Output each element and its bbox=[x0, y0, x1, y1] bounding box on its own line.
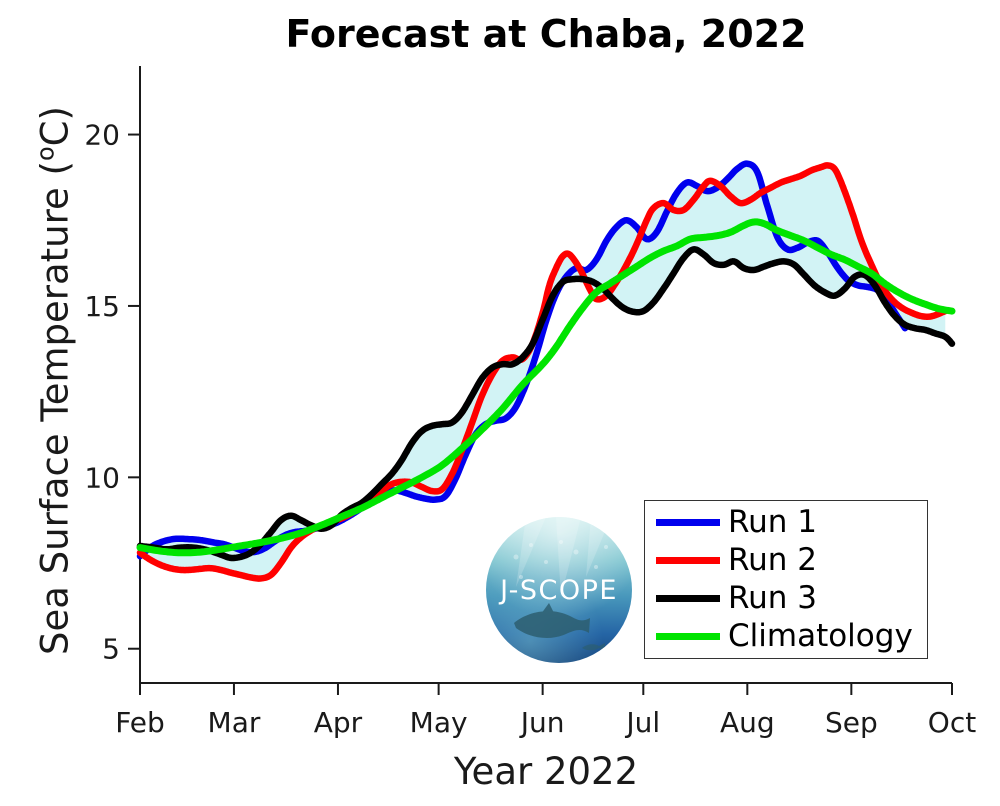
y-axis-label: Sea Surface Temperature (oC) bbox=[31, 106, 77, 655]
jscope-logo: J-SCOPE bbox=[486, 517, 632, 663]
legend-item-run-2: Run 2 bbox=[645, 541, 927, 579]
y-tick-label: 20 bbox=[84, 119, 120, 152]
x-tick-label: Aug bbox=[720, 706, 775, 739]
legend-label-run-1: Run 1 bbox=[728, 503, 818, 540]
x-tick-label: Jul bbox=[624, 706, 660, 739]
series-line-climatology bbox=[136, 218, 956, 557]
legend-label-run-3: Run 3 bbox=[728, 579, 818, 616]
x-tick-label: May bbox=[410, 706, 468, 739]
legend-swatch-run-1 bbox=[656, 518, 720, 526]
degree-superscript: o bbox=[31, 146, 60, 161]
y-tick-label: 15 bbox=[84, 290, 120, 323]
x-tick-label: Mar bbox=[208, 706, 261, 739]
legend-label-run-2: Run 2 bbox=[728, 541, 818, 578]
chart-title: Forecast at Chaba, 2022 bbox=[285, 12, 807, 56]
legend-item-climatology: Climatology bbox=[645, 617, 927, 655]
series-line-run-2 bbox=[136, 162, 949, 582]
x-tick-label: Oct bbox=[928, 706, 976, 739]
fish-icon bbox=[514, 603, 605, 651]
bubbles-icon bbox=[513, 540, 608, 579]
legend-item-run-3: Run 3 bbox=[645, 579, 927, 617]
legend-item-run-1: Run 1 bbox=[645, 503, 927, 541]
y-tick-label: 5 bbox=[102, 633, 120, 666]
underwater-scene bbox=[486, 517, 632, 663]
legend-label-climatology: Climatology bbox=[728, 617, 913, 654]
logo-text: J-SCOPE bbox=[498, 575, 618, 606]
y-tick-label: 10 bbox=[84, 461, 120, 494]
x-tick-label: Sep bbox=[825, 706, 878, 739]
legend: Run 1 Run 2 Run 3 Climatology bbox=[644, 500, 928, 659]
x-tick-label: Apr bbox=[314, 706, 363, 739]
legend-swatch-run-2 bbox=[656, 556, 720, 564]
x-tick-label: Jun bbox=[519, 706, 565, 739]
legend-swatch-climatology bbox=[656, 632, 720, 640]
x-tick-label: Feb bbox=[115, 706, 165, 739]
series-line-run-3 bbox=[136, 246, 956, 562]
legend-swatch-run-3 bbox=[656, 594, 720, 602]
x-axis-label: Year 2022 bbox=[453, 750, 639, 793]
